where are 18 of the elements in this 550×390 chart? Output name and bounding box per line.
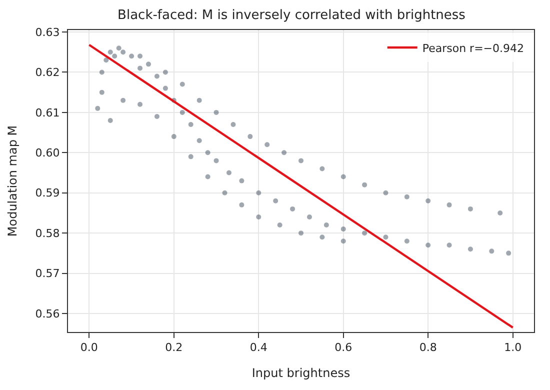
chart-title: Black-faced: M is inversely correlated with brightness [118, 8, 466, 23]
y-tick-label: 0.56 [35, 307, 60, 320]
y-tick-label: 0.58 [35, 226, 60, 240]
y-tick-label: 0.59 [35, 186, 60, 200]
x-tick-label: 0.0 [80, 341, 98, 354]
x-tick-label: 0.4 [250, 341, 268, 354]
x-axis-title: Input brightness [252, 366, 350, 380]
y-tick-label: 0.63 [35, 26, 60, 39]
x-tick-label: 1.0 [504, 341, 522, 354]
y-tick-label: 0.61 [35, 106, 60, 120]
y-axis-title: Modulation map M [6, 125, 20, 237]
y-tick-label: 0.60 [35, 146, 60, 160]
x-tick-label: 0.8 [419, 341, 437, 354]
legend-label: Pearson r=−0.942 [422, 42, 524, 55]
y-tick-label: 0.57 [35, 267, 60, 280]
x-tick-label: 0.6 [334, 341, 352, 354]
y-tick-label: 0.62 [35, 66, 60, 80]
x-tick-label: 0.2 [165, 341, 183, 354]
